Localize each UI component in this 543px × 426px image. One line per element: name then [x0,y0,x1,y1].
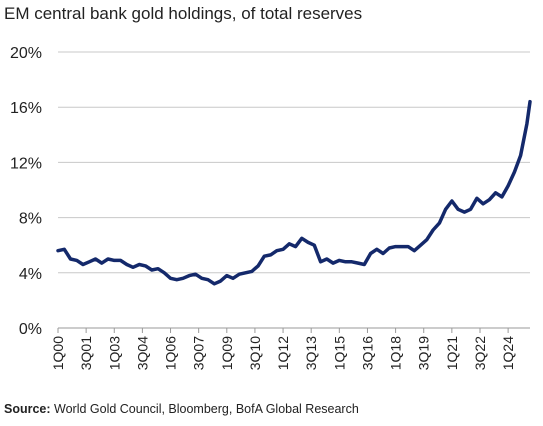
source-label: Source: [4,402,51,416]
y-tick-label: 12% [10,155,42,172]
x-tick-label: 1Q09 [219,336,235,370]
chart-title: EM central bank gold holdings, of total … [4,4,363,23]
y-tick-label: 0% [19,321,42,338]
series-line [56,99,532,286]
y-tick-label: 20% [10,45,42,62]
x-tick-label: 3Q16 [359,336,375,370]
y-tick-label: 8% [19,211,42,228]
x-tick-label: 1Q03 [106,336,122,370]
x-tick-label: 1Q18 [388,336,404,370]
x-tick-label: 1Q15 [331,336,347,370]
source-text: World Gold Council, Bloomberg, BofA Glob… [50,402,359,416]
x-tick-label: 1Q12 [275,336,291,370]
x-tick-label: 1Q21 [444,336,460,370]
y-tick-label: 16% [10,100,42,117]
x-tick-label: 3Q07 [191,336,207,370]
x-tick-label: 1Q24 [500,336,516,370]
x-tick-label: 1Q06 [163,336,179,370]
x-tick-label: 1Q00 [50,336,66,370]
y-tick-label: 4% [19,266,42,283]
x-tick-label: 3Q13 [303,336,319,370]
x-tick-label: 3Q04 [134,336,150,370]
x-tick-label: 3Q10 [247,336,263,370]
x-tick-label: 3Q22 [472,336,488,370]
source-note: Source: World Gold Council, Bloomberg, B… [4,402,359,416]
gridlines [58,51,530,329]
x-tick-label: 3Q01 [78,336,94,370]
y-axis-ticks: 0% 4% 8% 12% 16% 20% [10,45,42,338]
x-axis-ticks: 1Q00 3Q01 1Q03 3Q04 1Q06 3Q07 1Q09 3Q10 1Q12 3Q13… [50,328,516,370]
x-tick-label: 3Q19 [416,336,432,370]
